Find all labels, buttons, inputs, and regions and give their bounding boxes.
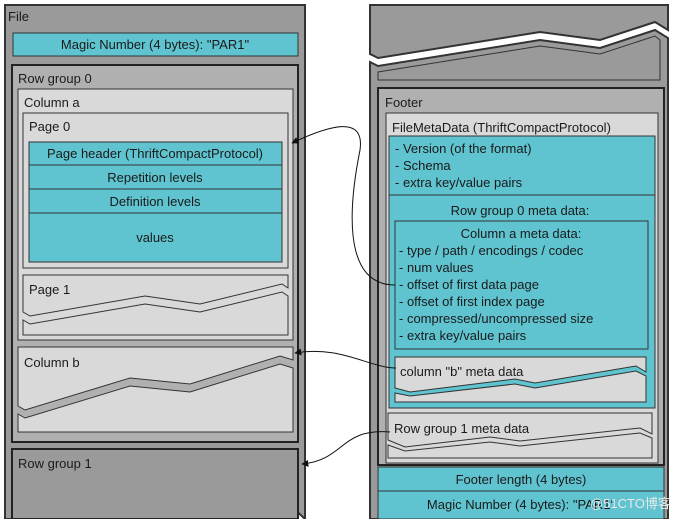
footer-magic-number: Magic Number (4 bytes): "PAR1" [427, 497, 616, 512]
file-magic-number: Magic Number (4 bytes): "PAR1" [61, 37, 250, 52]
column-b: Column b [17, 346, 294, 433]
footer: Footer FileMetaData (ThriftCompactProtoc… [377, 87, 665, 466]
values: values [136, 230, 174, 245]
row-group-1-meta: Row group 1 meta data [387, 412, 653, 459]
column-b-meta-label: column "b" meta data [400, 364, 524, 379]
column-meta-field: - offset of first data page [399, 277, 539, 292]
file-metadata: FileMetaData (ThriftCompactProtocol) - V… [385, 112, 659, 464]
row-group-0-label: Row group 0 [18, 71, 92, 86]
page-0: Page 0 Page header (ThriftCompactProtoco… [22, 112, 289, 269]
column-b-label: Column b [24, 355, 80, 370]
page-1: Page 1 [22, 274, 289, 336]
row-group-1-label: Row group 1 [18, 456, 92, 471]
metadata-field: - Version (of the format) [395, 141, 532, 156]
row-group-1-meta-label: Row group 1 meta data [394, 421, 530, 436]
footer-label: Footer [385, 95, 423, 110]
file-tail-block: Footer FileMetaData (ThriftCompactProtoc… [369, 4, 669, 519]
page-0-label: Page 0 [29, 119, 70, 134]
file-block: File Magic Number (4 bytes): "PAR1" Row … [4, 4, 306, 519]
column-a: Column a Page 0 Page header (ThriftCompa… [17, 88, 294, 341]
repetition-levels: Repetition levels [107, 170, 203, 185]
row-group-0: Row group 0 Column a Page 0 Page header … [11, 64, 299, 443]
arrow-first-data-page-to-page-0 [291, 126, 396, 286]
page-1-label: Page 1 [29, 282, 70, 297]
column-meta-field: - type / path / encodings / codec [399, 243, 584, 258]
column-a-meta: Column a meta data: - type / path / enco… [394, 220, 649, 350]
column-meta-field: - num values [399, 260, 474, 275]
page-header: Page header (ThriftCompactProtocol) [47, 146, 263, 161]
definition-levels: Definition levels [109, 194, 201, 209]
column-a-label: Column a [24, 95, 80, 110]
column-a-meta-label: Column a meta data: [461, 226, 582, 241]
column-meta-field: - offset of first index page [399, 294, 545, 309]
row-group-0-meta-label: Row group 0 meta data: [451, 203, 590, 218]
column-meta-field: - compressed/uncompressed size [399, 311, 593, 326]
column-meta-field: - extra key/value pairs [399, 328, 527, 343]
footer-length: Footer length (4 bytes) [456, 472, 587, 487]
column-b-meta: column "b" meta data [394, 356, 647, 403]
file-label: File [8, 9, 29, 24]
watermark: @51CTO博客 [590, 496, 671, 511]
row-group-1: Row group 1 [11, 448, 299, 519]
arrow-row-group-1-meta-to-row-group-1 [301, 431, 391, 467]
metadata-field: - extra key/value pairs [395, 175, 523, 190]
file-metadata-label: FileMetaData (ThriftCompactProtocol) [392, 120, 611, 135]
metadata-field: - Schema [395, 158, 451, 173]
arrow-column-b-meta-to-column-b [294, 348, 397, 369]
